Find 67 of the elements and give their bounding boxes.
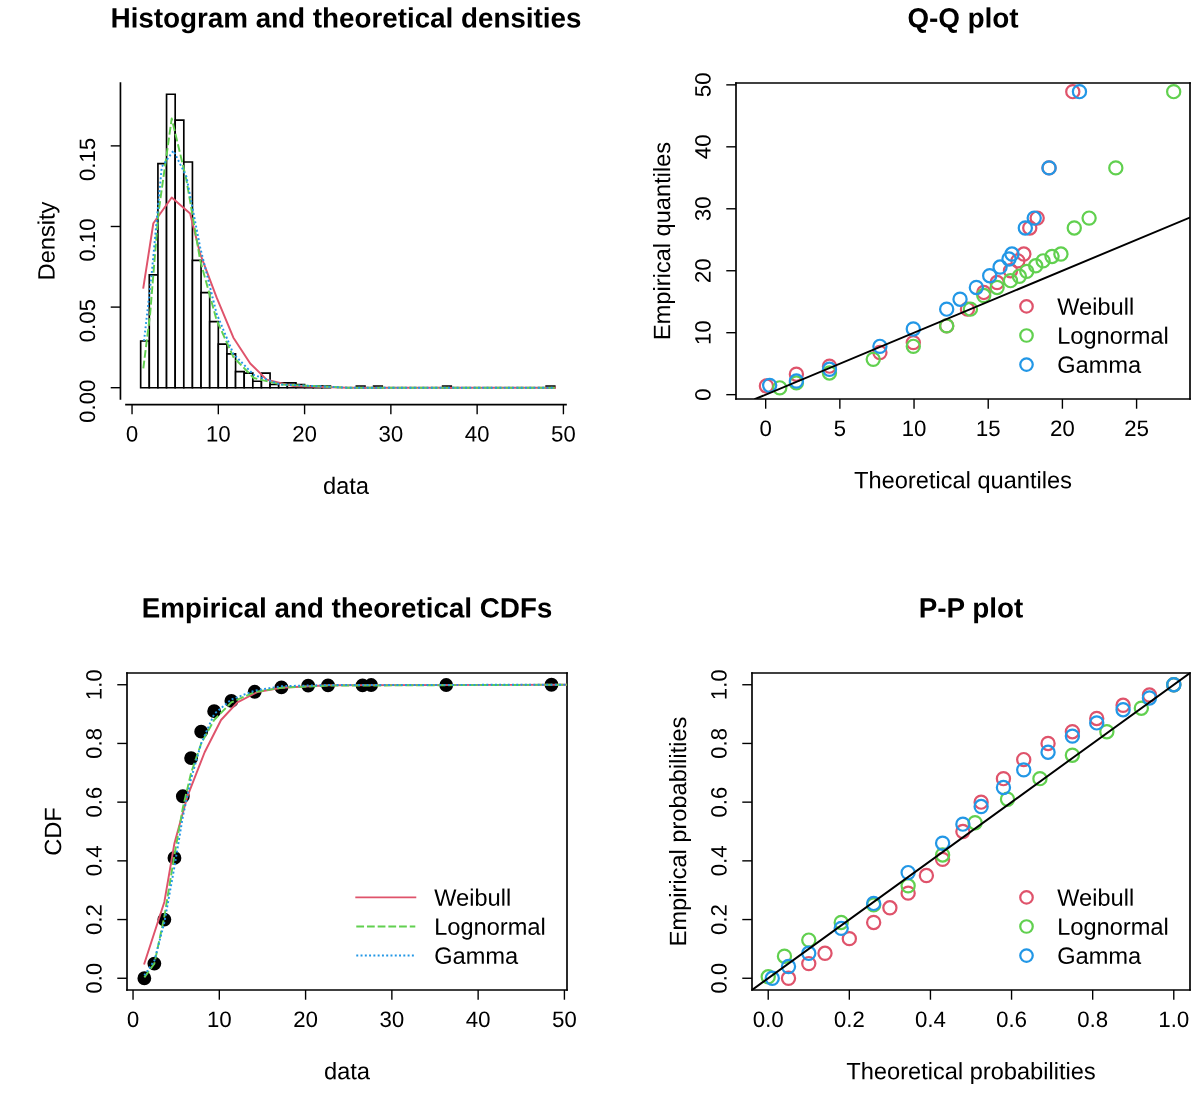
legend-label: Weibull (434, 888, 510, 906)
legend-label: Gamma (1058, 356, 1142, 374)
x-tick-label: 0 (760, 420, 771, 437)
y-axis-title: CDF (44, 808, 62, 855)
legend-label: Lognormal (1059, 917, 1168, 940)
x-tick-label: 1.0 (1160, 1011, 1189, 1028)
y-axis-title: Empirical quantiles (653, 142, 676, 339)
legend-label: Gamma (1058, 947, 1142, 965)
y-tick-label: 30 (695, 197, 711, 221)
x-tick-label: 50 (551, 425, 575, 442)
x-tick-label: 10 (903, 420, 926, 437)
y-tick-label: 1.0 (711, 670, 727, 699)
x-tick-label: 20 (1051, 420, 1074, 437)
y-tick-label: 0.4 (86, 846, 102, 876)
x-tick-label: 20 (294, 1011, 318, 1028)
x-tick-label: 30 (380, 1011, 404, 1028)
y-tick-label: 50 (695, 73, 711, 97)
x-tick-label: 10 (207, 425, 230, 442)
legend-label: Lognormal (436, 917, 545, 940)
y-tick-label: 0.6 (711, 787, 727, 817)
x-axis-title: data (325, 1062, 370, 1080)
x-tick-label: 0.6 (996, 1011, 1027, 1028)
y-tick-label: 0.8 (711, 728, 727, 759)
chart-title: Histogram and theoretical densities (112, 7, 581, 34)
y-tick-label: 0.4 (711, 846, 727, 876)
y-tick-label: 0.8 (86, 728, 102, 759)
x-tick-label: 25 (1125, 420, 1149, 437)
x-tick-label: 10 (208, 1011, 231, 1028)
legend-label: Gamma (435, 947, 519, 965)
y-tick-label: 0.0 (86, 963, 102, 993)
y-tick-label: 20 (695, 259, 711, 282)
x-tick-label: 0.0 (753, 1011, 783, 1028)
y-axis-title: Empirical probabilities (669, 717, 692, 945)
x-axis-title: Theoretical probabilities (846, 1062, 1095, 1085)
x-tick-label: 0.8 (1078, 1011, 1108, 1028)
x-tick-label: 15 (977, 420, 1000, 437)
y-tick-label: 0.2 (86, 905, 102, 935)
x-tick-label: 5 (834, 420, 846, 437)
chart-title: Q-Q plot (908, 7, 1019, 34)
y-tick-label: 10 (695, 321, 711, 344)
x-tick-label: 0.4 (915, 1011, 946, 1028)
x-tick-label: 0 (126, 425, 138, 442)
x-tick-label: 0 (127, 1011, 139, 1028)
y-axis-title: Density (37, 201, 60, 279)
y-tick-label: 0.15 (79, 138, 96, 181)
y-tick-label: 0 (695, 389, 711, 400)
y-tick-label: 1.0 (86, 670, 102, 699)
legend-label: Weibull (1057, 888, 1133, 906)
x-tick-label: 50 (552, 1011, 576, 1028)
y-tick-label: 0.0 (711, 963, 727, 993)
x-axis-title: data (324, 476, 369, 494)
x-axis-title: Theoretical quantiles (854, 471, 1072, 494)
y-tick-label: 40 (695, 135, 711, 159)
y-tick-label: 0.00 (79, 380, 96, 423)
x-tick-label: 40 (465, 425, 489, 442)
y-tick-label: 0.05 (79, 299, 96, 342)
y-tick-label: 0.6 (86, 787, 102, 817)
chart-title: Empirical and theoretical CDFs (143, 597, 552, 624)
y-tick-label: 0.10 (79, 219, 96, 261)
y-tick-label: 0.2 (711, 905, 727, 935)
legend-label: Lognormal (1059, 326, 1168, 349)
x-tick-label: 40 (466, 1011, 490, 1028)
x-tick-label: 20 (293, 425, 317, 442)
x-tick-label: 30 (379, 425, 403, 442)
chart-title: P-P plot (920, 597, 1023, 624)
legend-label: Weibull (1057, 297, 1133, 315)
x-tick-label: 0.2 (834, 1011, 864, 1028)
